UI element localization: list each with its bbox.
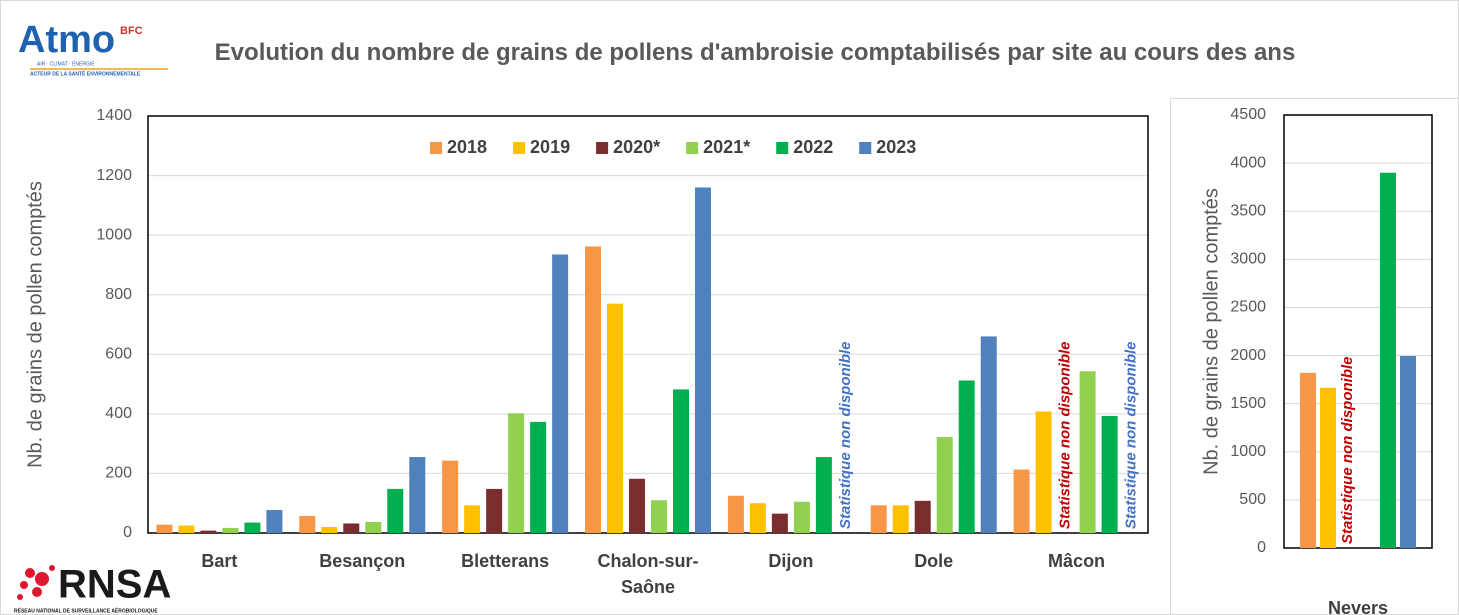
- bar: [299, 516, 316, 533]
- bar: [793, 501, 810, 533]
- bar: [1035, 411, 1052, 533]
- bar: [914, 500, 931, 533]
- annotation: Statistique non disponible: [837, 342, 854, 530]
- bar: [695, 187, 711, 533]
- annotation: Statistique non disponible: [1339, 357, 1356, 545]
- bar: [266, 510, 283, 533]
- bar: [607, 303, 623, 533]
- atmo-region: BFC: [120, 25, 143, 37]
- bar: [749, 503, 766, 533]
- y-axis-title: Nb. de grains de pollen comptés: [1200, 188, 1222, 475]
- y-tick-label: 200: [105, 465, 132, 482]
- y-tick-label: 2000: [1230, 347, 1266, 364]
- atmo-subline: ACTEUR DE LA SANTÉ ENVIRONNEMENTALE: [30, 69, 141, 77]
- x-tick-label: Dijon: [768, 551, 814, 571]
- bar: [178, 525, 195, 533]
- legend-label: 2018: [447, 137, 487, 157]
- legend-label: 2023: [876, 137, 916, 157]
- y-axis-title: Nb. de grains de pollen comptés: [24, 181, 46, 468]
- bar: [1380, 172, 1396, 548]
- bar: [585, 246, 601, 533]
- x-tick-label: Nevers: [1327, 598, 1389, 615]
- x-tick-label: Chalon-sur-Saône: [597, 551, 699, 597]
- bar: [508, 413, 525, 533]
- legend-swatch: [513, 142, 526, 154]
- y-tick-label: 1000: [96, 226, 132, 243]
- bar: [530, 421, 547, 533]
- bar: [321, 527, 338, 533]
- y-tick-label: 2500: [1230, 299, 1266, 316]
- y-tick-label: 0: [123, 524, 132, 541]
- bar: [409, 457, 426, 533]
- rnsa-subline: RÉSEAU NATIONAL DE SURVEILLANCE AÉROBIOL…: [14, 606, 158, 614]
- bar: [387, 488, 404, 533]
- bar: [1079, 371, 1096, 533]
- y-tick-label: 3000: [1230, 251, 1266, 268]
- bar: [156, 524, 173, 533]
- x-tick-label: Bart: [201, 551, 238, 571]
- bar: [1300, 372, 1316, 548]
- plot-border: [147, 115, 1149, 534]
- legend-swatch: [776, 142, 789, 154]
- legend-label: 2020*: [613, 137, 660, 157]
- y-tick-label: 4500: [1230, 106, 1266, 123]
- legend-swatch: [686, 142, 699, 154]
- bar: [870, 505, 887, 533]
- x-tick-label: Bletterans: [461, 551, 550, 571]
- bar: [892, 505, 909, 533]
- y-tick-label: 1000: [1230, 443, 1266, 460]
- x-tick-label: Mâcon: [1048, 551, 1106, 571]
- y-tick-label: 400: [105, 405, 132, 422]
- annotation: Statistique non disponible: [1123, 342, 1140, 530]
- bar: [200, 530, 217, 533]
- y-tick-label: 800: [105, 286, 132, 303]
- atmo-tagline: AIR · CLIMAT · ÉNERGIE: [37, 60, 95, 67]
- bar: [1400, 356, 1416, 548]
- plot-border: [1283, 114, 1433, 549]
- chart-title: Evolution du nombre de grains de pollens…: [214, 39, 1296, 66]
- bar: [1101, 415, 1118, 533]
- x-tick-label: Besançon: [319, 551, 406, 571]
- bar: [1013, 469, 1030, 533]
- bar: [980, 336, 997, 533]
- bar: [486, 488, 503, 533]
- bar: [629, 478, 645, 533]
- y-tick-label: 1200: [96, 167, 132, 184]
- bar: [244, 522, 261, 533]
- bar: [365, 521, 382, 533]
- rnsa-logo: RNSA: [58, 563, 171, 607]
- bar: [936, 437, 953, 533]
- annotation: Statistique non disponible: [1057, 342, 1074, 530]
- bar: [222, 527, 239, 533]
- bar: [651, 500, 667, 533]
- legend-label: 2022: [793, 137, 833, 157]
- y-tick-label: 4000: [1230, 154, 1266, 171]
- y-tick-label: 1400: [96, 107, 132, 124]
- legend-swatch: [596, 142, 609, 154]
- bar: [1320, 387, 1336, 548]
- bar: [673, 389, 689, 533]
- y-tick-label: 3500: [1230, 202, 1266, 219]
- bar: [464, 505, 481, 533]
- y-tick-label: 500: [1239, 491, 1266, 508]
- rnsa-dots: [17, 565, 55, 600]
- bar: [815, 457, 832, 533]
- bar: [771, 513, 788, 533]
- bar: [442, 460, 459, 533]
- y-tick-label: 1500: [1230, 395, 1266, 412]
- legend-label: 2019: [530, 137, 570, 157]
- bar: [727, 495, 744, 533]
- y-tick-label: 0: [1257, 539, 1266, 556]
- bar: [552, 254, 569, 533]
- atmo-logo: Atmo: [18, 19, 115, 61]
- x-tick-label: Dole: [914, 551, 954, 571]
- legend-swatch: [430, 142, 442, 154]
- y-tick-label: 600: [105, 346, 132, 363]
- legend-swatch: [859, 142, 872, 154]
- bar: [958, 380, 975, 533]
- bar: [343, 523, 360, 533]
- legend-label: 2021*: [703, 137, 750, 157]
